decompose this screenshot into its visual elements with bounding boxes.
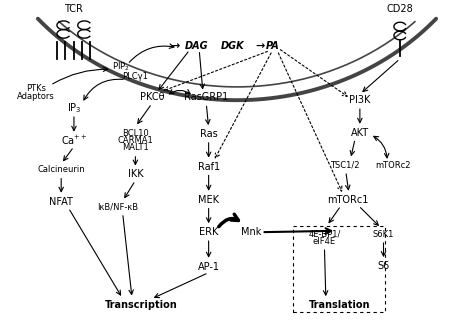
Text: DGK: DGK (220, 41, 244, 52)
Text: PKCθ: PKCθ (140, 92, 164, 102)
Text: eIF4E: eIF4E (313, 237, 336, 246)
Text: →: → (171, 41, 180, 52)
Text: DAG: DAG (185, 41, 209, 52)
Text: mTORc1: mTORc1 (328, 195, 369, 205)
Text: ERK: ERK (199, 227, 219, 237)
Text: CARMA1: CARMA1 (118, 136, 153, 145)
Text: Mnk: Mnk (241, 227, 261, 237)
Text: AP-1: AP-1 (198, 262, 219, 272)
Text: RasGRP1: RasGRP1 (184, 92, 228, 102)
Text: Raf1: Raf1 (198, 162, 220, 171)
Text: TSC1/2: TSC1/2 (330, 161, 359, 170)
Text: mTORc2: mTORc2 (375, 161, 410, 170)
Text: Ca$^{++}$: Ca$^{++}$ (61, 134, 87, 147)
Text: Calcineurin: Calcineurin (37, 165, 85, 174)
Text: Transcription: Transcription (105, 300, 178, 310)
Text: Translation: Translation (309, 300, 371, 310)
Text: IκB/NF-κB: IκB/NF-κB (97, 202, 138, 211)
Text: IKK: IKK (128, 169, 143, 179)
Text: AKT: AKT (351, 128, 369, 138)
Text: NFAT: NFAT (49, 197, 73, 207)
Bar (293, 226, 385, 312)
Text: Ras: Ras (200, 129, 218, 139)
Text: MEK: MEK (198, 195, 219, 205)
Text: 4E-BP1/: 4E-BP1/ (308, 230, 341, 239)
Text: PLCγ1: PLCγ1 (122, 73, 148, 82)
Text: IP$_3$: IP$_3$ (67, 101, 81, 115)
Text: PI3K: PI3K (349, 95, 371, 105)
Text: PTKs: PTKs (26, 84, 46, 93)
Text: S6: S6 (377, 261, 390, 271)
Text: →: → (255, 41, 264, 52)
Text: S6K1: S6K1 (373, 230, 394, 239)
Text: BCL10: BCL10 (122, 129, 149, 138)
Text: PIP$_2$: PIP$_2$ (112, 61, 130, 73)
Text: CD28: CD28 (387, 4, 413, 14)
Text: TCR: TCR (64, 4, 83, 14)
Text: MALT1: MALT1 (122, 144, 149, 153)
Text: Adaptors: Adaptors (17, 92, 55, 101)
Text: PA: PA (265, 41, 279, 52)
